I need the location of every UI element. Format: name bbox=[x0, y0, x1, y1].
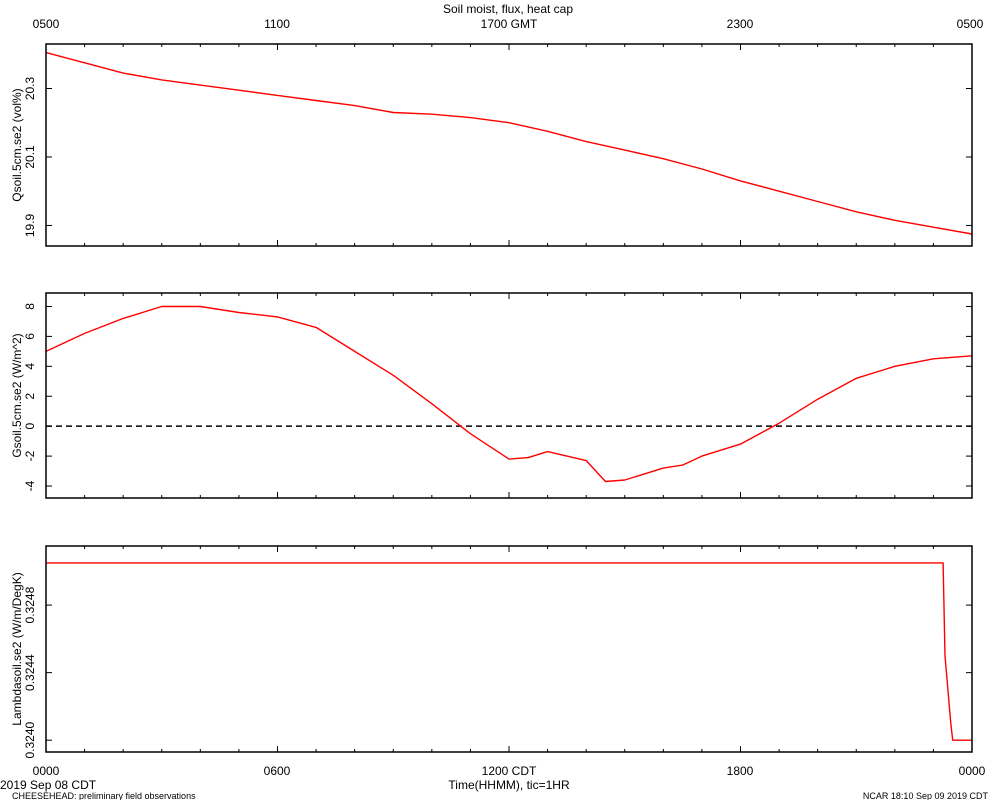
top-axis-tick-label: 1700 GMT bbox=[481, 17, 538, 31]
y-tick-label: 0.3244 bbox=[23, 654, 37, 691]
bottom-axis-tick-label: 0600 bbox=[264, 764, 291, 778]
y-tick-label: 0 bbox=[23, 423, 37, 430]
top-axis-tick-label: 0500 bbox=[33, 17, 60, 31]
panel-frame bbox=[45, 43, 973, 247]
y-tick-label: 4 bbox=[23, 363, 37, 370]
panel-frame bbox=[45, 545, 973, 753]
chart-panel: -4 -2 0 2 4 6 8 Gsoil.5cm.se2 (W/m^2) bbox=[10, 292, 973, 499]
y-tick-label: 20.1 bbox=[23, 145, 37, 169]
top-axis-tick-label: 2300 bbox=[727, 17, 754, 31]
bottom-axis-tick-label: 0000 bbox=[33, 764, 60, 778]
y-tick-label: -2 bbox=[23, 450, 37, 461]
y-tick-label: 8 bbox=[23, 303, 37, 310]
y-tick-label: 0.3240 bbox=[23, 722, 37, 759]
y-tick-label: 6 bbox=[23, 333, 37, 340]
y-tick-label: -4 bbox=[23, 480, 37, 491]
y-tick-label: 19.9 bbox=[23, 213, 37, 237]
series-line bbox=[46, 562, 972, 741]
y-tick-label: 0.3248 bbox=[23, 586, 37, 623]
footer-left: CHEESEHEAD: preliminary field observatio… bbox=[12, 791, 196, 800]
y-axis-label: Lambdasoil.se2 (W/m/DegK) bbox=[10, 572, 24, 725]
panel-frame bbox=[45, 292, 973, 499]
y-axis-label: Qsoil.5cm.se2 (vol%) bbox=[10, 88, 24, 201]
bottom-axis-tick-label: 1200 CDT bbox=[482, 764, 537, 778]
series-line bbox=[45, 305, 973, 483]
y-axis-label: Gsoil.5cm.se2 (W/m^2) bbox=[10, 333, 24, 457]
bottom-axis-tick-label: 0000 bbox=[959, 764, 986, 778]
bottom-axis-tick-label: 1800 bbox=[727, 764, 754, 778]
top-axis-tick-label: 0500 bbox=[957, 17, 984, 31]
y-tick-label: 2 bbox=[23, 393, 37, 400]
top-axis-tick-label: 1100 bbox=[264, 17, 290, 31]
footer-right: NCAR 18:10 Sep 09 2019 CDT bbox=[863, 791, 989, 800]
chart-title: Soil moist, flux, heat cap bbox=[443, 2, 573, 16]
date-label: 2019 Sep 08 CDT bbox=[0, 778, 97, 792]
series-line bbox=[45, 51, 973, 235]
y-tick-label: 20.3 bbox=[23, 77, 37, 101]
x-axis-label: Time(HHMM), tic=1HR bbox=[448, 778, 570, 792]
